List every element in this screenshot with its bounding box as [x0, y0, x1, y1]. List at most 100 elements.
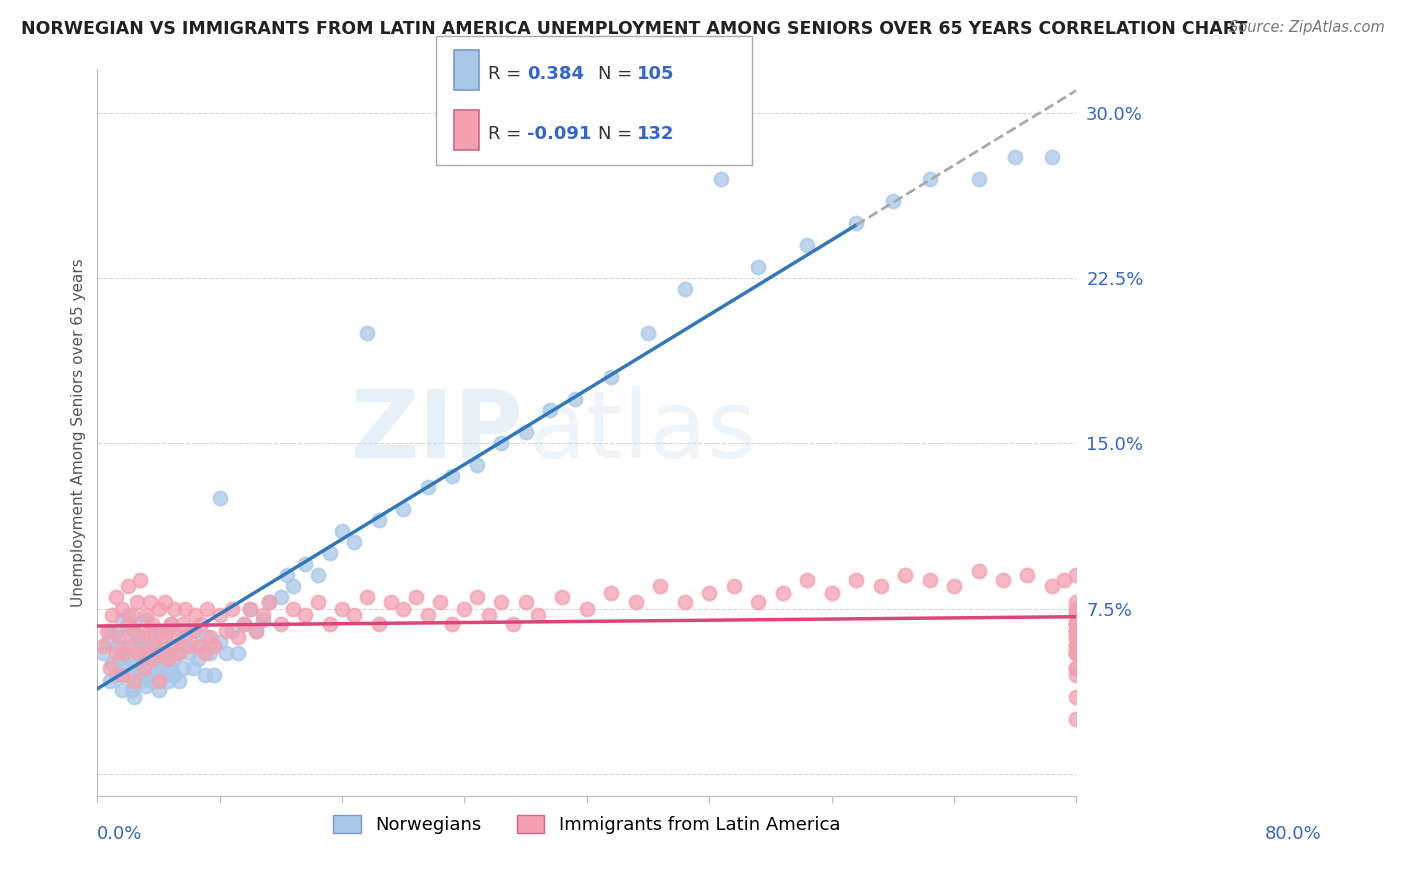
Point: [967, 564, 990, 578]
Point: [163, 667, 186, 681]
Point: [710, 171, 733, 186]
Text: 132: 132: [637, 125, 675, 143]
Point: [283, 579, 305, 593]
Point: [117, 608, 139, 623]
Point: [1066, 630, 1088, 644]
Point: [392, 601, 415, 615]
Point: [1066, 690, 1088, 704]
Point: [343, 535, 366, 549]
Text: NORWEGIAN VS IMMIGRANTS FROM LATIN AMERICA UNEMPLOYMENT AMONG SENIORS OVER 65 YE: NORWEGIAN VS IMMIGRANTS FROM LATIN AMERI…: [21, 20, 1247, 37]
Point: [194, 667, 217, 681]
Point: [226, 630, 249, 644]
Point: [121, 621, 143, 635]
Point: [515, 595, 537, 609]
Point: [139, 667, 162, 681]
Point: [600, 586, 623, 600]
Point: [202, 667, 225, 681]
Point: [245, 624, 267, 638]
Point: [197, 630, 219, 644]
Point: [527, 608, 550, 623]
Point: [294, 558, 316, 572]
Point: [1066, 661, 1088, 675]
Point: [208, 491, 231, 506]
Point: [564, 392, 586, 406]
Point: [138, 624, 160, 638]
Point: [1017, 568, 1039, 582]
Point: [1066, 712, 1088, 726]
Point: [233, 616, 256, 631]
Point: [111, 667, 134, 681]
Point: [796, 237, 818, 252]
Point: [1066, 595, 1088, 609]
Point: [276, 568, 298, 582]
Point: [148, 646, 170, 660]
Point: [166, 646, 188, 660]
Point: [111, 683, 134, 698]
Point: [1066, 639, 1088, 653]
Point: [132, 667, 155, 681]
Point: [148, 683, 170, 698]
Point: [869, 579, 891, 593]
Point: [252, 613, 274, 627]
Point: [215, 624, 238, 638]
Point: [169, 646, 191, 660]
Point: [127, 630, 149, 644]
Point: [162, 639, 184, 653]
Point: [198, 630, 221, 644]
Point: [215, 646, 238, 660]
Point: [172, 639, 194, 653]
Point: [330, 601, 353, 615]
Point: [169, 674, 191, 689]
Point: [239, 601, 262, 615]
Point: [135, 639, 157, 653]
Point: [179, 639, 201, 653]
Text: N =: N =: [598, 65, 637, 83]
Point: [319, 616, 342, 631]
Text: ZIP: ZIP: [350, 386, 523, 478]
Point: [153, 630, 176, 644]
Point: [198, 646, 221, 660]
Point: [1066, 624, 1088, 638]
Point: [150, 624, 173, 638]
Point: [991, 573, 1014, 587]
Point: [600, 370, 623, 384]
Point: [1053, 573, 1076, 587]
Point: [575, 601, 598, 615]
Point: [1066, 646, 1088, 660]
Point: [98, 624, 121, 638]
Point: [307, 568, 329, 582]
Point: [135, 608, 157, 623]
Point: [131, 646, 153, 660]
Point: [918, 171, 941, 186]
Point: [174, 630, 197, 644]
Point: [127, 646, 149, 660]
Point: [153, 667, 176, 681]
Point: [489, 436, 512, 450]
Point: [1066, 630, 1088, 644]
Point: [697, 586, 720, 600]
Point: [162, 652, 184, 666]
Point: [166, 630, 188, 644]
Point: [197, 601, 219, 615]
Text: 0.384: 0.384: [527, 65, 585, 83]
Point: [143, 639, 166, 653]
Point: [125, 661, 148, 675]
Point: [129, 674, 152, 689]
Point: [105, 639, 128, 653]
Point: [184, 608, 207, 623]
Point: [453, 601, 475, 615]
Point: [747, 595, 769, 609]
Point: [184, 624, 207, 638]
Point: [141, 652, 163, 666]
Point: [104, 591, 127, 605]
Point: [918, 573, 941, 587]
Point: [187, 652, 209, 666]
Point: [139, 595, 162, 609]
Point: [367, 616, 389, 631]
Point: [257, 595, 280, 609]
Text: -0.091: -0.091: [527, 125, 592, 143]
Point: [150, 661, 173, 675]
Point: [502, 616, 524, 631]
Point: [96, 624, 118, 638]
Point: [356, 591, 378, 605]
